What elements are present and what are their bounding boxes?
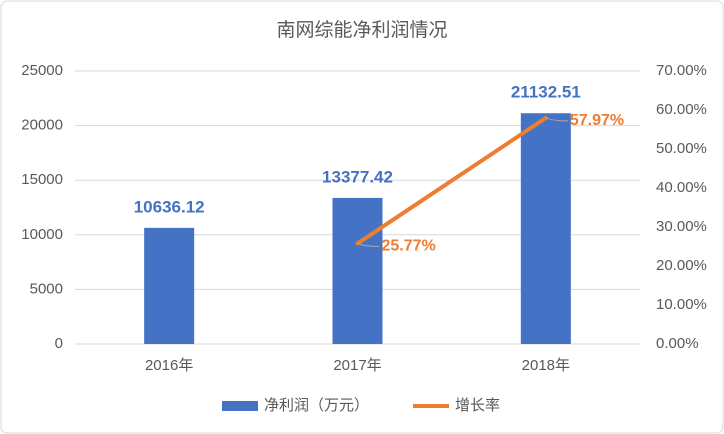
bar-value-label: 13377.42 (322, 167, 393, 186)
bar-value-label: 10636.12 (134, 197, 205, 216)
label-leader (357, 243, 380, 247)
y2-tick-label: 40.00% (656, 179, 707, 196)
y2-tick-label: 10.00% (656, 296, 707, 313)
x-tick-label: 2017年 (333, 357, 381, 374)
line (355, 115, 548, 246)
legend-swatch (222, 401, 258, 411)
y-tick-label: 20000 (21, 117, 63, 134)
legend-label: 净利润（万元） (264, 397, 369, 414)
y2-tick-label: 20.00% (656, 257, 707, 274)
bar (520, 113, 571, 344)
bar (144, 227, 195, 344)
y2-tick-label: 60.00% (656, 101, 707, 118)
y-tick-label: 15000 (21, 171, 63, 188)
y-tick-label: 10000 (21, 226, 63, 243)
line-value-label: 57.97% (570, 112, 624, 129)
chart-title: 南网综能净利润情况 (276, 19, 447, 41)
bar-value-label: 21132.51 (511, 83, 581, 102)
line-value-label: 25.77% (382, 238, 436, 255)
x-tick-label: 2018年 (522, 357, 570, 374)
y-tick-label: 0 (55, 335, 63, 352)
y-tick-label: 5000 (30, 280, 63, 297)
bar (332, 197, 383, 344)
y2-tick-label: 70.00% (656, 62, 707, 79)
y2-tick-label: 50.00% (656, 140, 707, 157)
x-tick-label: 2016年 (145, 357, 193, 374)
y2-tick-label: 30.00% (656, 218, 707, 235)
y-tick-label: 25000 (21, 62, 63, 79)
legend-label: 增长率 (455, 397, 500, 414)
y2-tick-label: 0.00% (656, 335, 699, 352)
label-leader (545, 117, 568, 122)
